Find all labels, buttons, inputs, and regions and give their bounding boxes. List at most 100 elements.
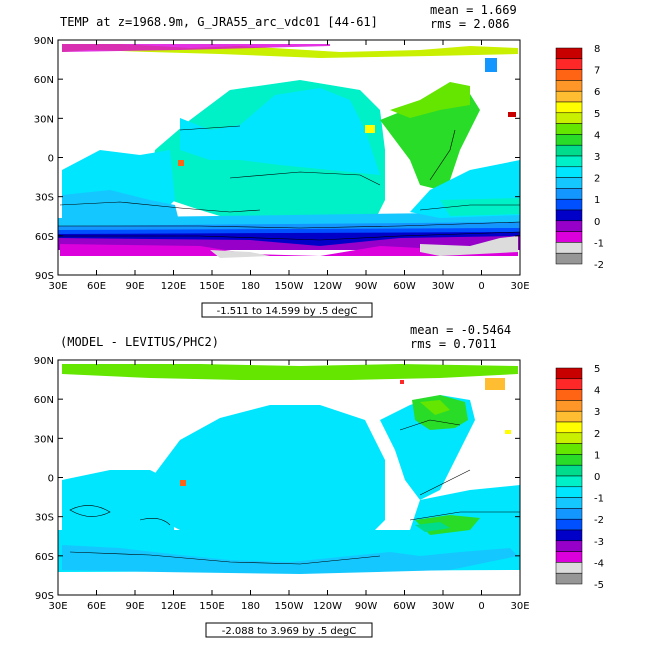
colorbar-swatch — [555, 155, 583, 168]
colorbar-swatch — [555, 410, 583, 423]
panel-2-y-axis: 90N 60N 30N 0 30S 60S 90S — [34, 356, 520, 602]
colorbar-swatch — [555, 101, 583, 114]
x-tick-label: 0 — [478, 601, 484, 612]
panel-2-x-axis: 30E 60E 90E 120E 150E 180 150W 120W 90W 60W 30W 0 30… — [48, 360, 530, 612]
x-tick-label: 60E — [87, 601, 106, 612]
y-tick-label: 0 — [48, 154, 54, 165]
colorbar-swatch — [555, 432, 583, 444]
colorbar-label: -1 — [594, 238, 604, 249]
y-tick-label: 90S — [35, 271, 54, 282]
y-tick-label: 60S — [35, 232, 54, 243]
panel-1-mean: mean = 1.669 — [430, 3, 517, 17]
colorbar-swatch — [555, 443, 583, 455]
panel-2-rms: rms = 0.7011 — [410, 337, 497, 351]
x-tick-label: 60E — [87, 281, 106, 292]
colorbar-swatch — [555, 421, 583, 434]
x-tick-label: 150W — [275, 281, 304, 292]
colorbar-label: 2 — [594, 429, 600, 440]
x-tick-label: 60W — [393, 281, 416, 292]
y-tick-label: 60S — [35, 552, 54, 563]
panel-1-colorbar: 8 7 6 5 4 3 2 1 0 -1 -2 — [555, 44, 604, 271]
colorbar-swatch — [555, 378, 583, 390]
y-tick-label: 90N — [34, 36, 54, 47]
colorbar-label: 3 — [594, 152, 600, 163]
y-tick-label: 90N — [34, 356, 54, 367]
x-tick-label: 120E — [161, 281, 186, 292]
colorbar-swatch — [555, 454, 583, 466]
x-tick-label: 90E — [125, 281, 144, 292]
colorbar-swatch — [555, 58, 583, 70]
colorbar-swatch — [555, 540, 583, 552]
colorbar-swatch — [555, 518, 583, 531]
panel-1-x-axis: 30E 60E 90E 120E 150E 180 150W 120W 90W 60W 30W 0 30… — [48, 40, 530, 292]
panel-1-title: TEMP at z=1968.9m, G_JRA55_arc_vdc01 [44… — [60, 15, 378, 29]
x-tick-label: 150E — [199, 281, 224, 292]
colorbar-label: 1 — [594, 450, 600, 461]
colorbar-swatch — [555, 220, 583, 232]
colorbar-label: -1 — [594, 494, 604, 505]
panel-1-rms: rms = 2.086 — [430, 17, 509, 31]
colorbar-swatch — [555, 562, 583, 574]
colorbar-swatch — [555, 475, 583, 488]
colorbar-swatch — [555, 242, 583, 254]
colorbar-swatch — [555, 400, 583, 412]
x-tick-label: 120W — [313, 281, 342, 292]
colorbar-swatch — [555, 90, 583, 103]
colorbar-swatch — [555, 80, 583, 92]
colorbar-label: 8 — [594, 44, 600, 55]
panel-1-y-axis: 90N 60N 30N 0 30S 60S 90S — [34, 36, 520, 282]
colorbar-label: 7 — [594, 66, 600, 77]
colorbar-swatch — [555, 464, 583, 477]
colorbar-swatch — [555, 69, 583, 81]
colorbar-label: -3 — [594, 537, 604, 548]
panel-2-contour-info: -2.088 to 3.969 by .5 degC — [222, 626, 356, 637]
colorbar-swatch — [555, 209, 583, 222]
colorbar-label: 4 — [594, 130, 600, 141]
colorbar-swatch — [555, 112, 583, 124]
colorbar-swatch — [555, 389, 583, 401]
x-tick-label: 30W — [432, 601, 455, 612]
colorbar-label: 5 — [594, 364, 600, 375]
x-tick-label: 30E — [48, 281, 67, 292]
panel-2-colorbar: 5 4 3 2 1 0 -1 -2 -3 -4 -5 — [555, 364, 604, 591]
panel-1-contour-box — [201, 302, 373, 318]
y-tick-label: 30N — [34, 114, 54, 125]
colorbar-label: 1 — [594, 195, 600, 206]
x-tick-label: 120W — [313, 601, 342, 612]
panel-1-contour-info: -1.511 to 14.599 by .5 degC — [217, 306, 358, 317]
colorbar-swatch — [555, 47, 583, 60]
colorbar-swatch — [555, 144, 583, 157]
x-tick-label: 0 — [478, 281, 484, 292]
x-tick-label: 30W — [432, 281, 455, 292]
x-tick-label: 150W — [275, 601, 304, 612]
colorbar-label: -2 — [594, 515, 604, 526]
y-tick-label: 90S — [35, 591, 54, 602]
colorbar-swatch — [555, 198, 583, 211]
colorbar-swatch — [555, 231, 583, 243]
colorbar-label: 3 — [594, 407, 600, 418]
panel-1-map — [58, 40, 520, 275]
colorbar-swatch — [555, 508, 583, 520]
y-tick-label: 30S — [35, 193, 54, 204]
colorbar-swatch — [555, 551, 583, 563]
x-tick-label: 180 — [241, 601, 260, 612]
colorbar-label: -4 — [594, 558, 604, 569]
colorbar-label: 6 — [594, 87, 600, 98]
x-tick-label: 180 — [241, 281, 260, 292]
colorbar-label: 4 — [594, 386, 600, 397]
panel-2-title: (MODEL - LEVITUS/PHC2) — [60, 335, 219, 349]
x-tick-label: 90W — [355, 601, 378, 612]
x-tick-label: 90E — [125, 601, 144, 612]
colorbar-label: -2 — [594, 260, 604, 271]
colorbar-swatch — [555, 134, 583, 146]
colorbar-swatch — [555, 486, 583, 498]
colorbar-swatch — [555, 177, 583, 189]
panel-2: (MODEL - LEVITUS/PHC2) mean = -0.5464 rm… — [34, 323, 604, 638]
colorbar-swatch — [555, 572, 583, 585]
x-tick-label: 60W — [393, 601, 416, 612]
colorbar-swatch — [555, 252, 583, 265]
y-tick-label: 0 — [48, 474, 54, 485]
panel-2-mean: mean = -0.5464 — [410, 323, 511, 337]
colorbar-label: -5 — [594, 580, 604, 591]
